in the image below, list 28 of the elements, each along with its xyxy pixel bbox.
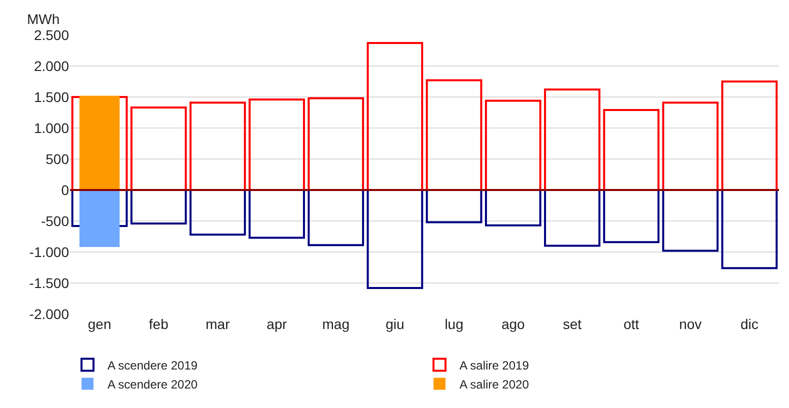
y-tick-label: 2.000 [34, 58, 70, 74]
x-tick-label: set [562, 316, 582, 332]
x-tick-label: apr [266, 316, 288, 332]
legend-label: A scendere 2019 [108, 358, 198, 372]
y-tick-label: -1.000 [29, 244, 70, 260]
y-tick-label: 2.500 [34, 26, 70, 43]
legend-label: A salire 2020 [460, 377, 530, 392]
legend-label: A scendere 2020 [108, 377, 198, 392]
x-tick-label: giu [386, 316, 404, 332]
x-tick-label: gen [88, 316, 112, 332]
x-tick-label: ago [501, 316, 526, 332]
y-axis-title: MWh [27, 11, 60, 27]
y-tick-label: -500 [40, 212, 70, 229]
x-tick-label: lug [444, 316, 464, 332]
y-tick-label: 1.500 [34, 88, 70, 105]
legend-label: A salire 2019 [460, 358, 530, 372]
x-tick-label: dic [740, 316, 758, 332]
x-tick-label: mag [322, 316, 350, 332]
y-tick-label: -2.000 [29, 306, 70, 322]
y-tick-label: 1.000 [34, 120, 70, 136]
bar [79, 190, 120, 248]
y-tick-label: 0 [61, 182, 70, 198]
x-tick-label: ott [624, 316, 640, 332]
y-tick-label: 500 [46, 150, 70, 167]
x-tick-label: feb [148, 316, 169, 332]
y-tick-label: -1.500 [29, 274, 70, 291]
x-tick-label: nov [679, 316, 702, 332]
x-tick-label: mar [206, 316, 230, 332]
